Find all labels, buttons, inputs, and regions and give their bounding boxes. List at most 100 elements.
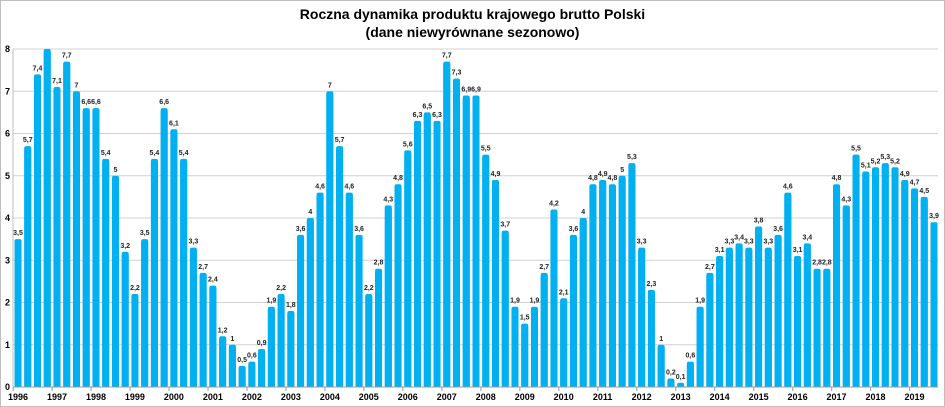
x-tick-label: 2011 [593, 392, 613, 402]
data-label: 1,2 [218, 327, 228, 334]
data-label: 3,9 [929, 213, 939, 220]
bar-body [180, 161, 188, 387]
x-tick-label: 2014 [710, 392, 730, 402]
data-label: 6,6 [159, 99, 169, 106]
data-label: 2,2 [276, 285, 286, 292]
bar-body [706, 275, 714, 387]
bar-body [833, 187, 841, 387]
data-label: 5,3 [880, 154, 890, 161]
x-tick-label: 2017 [827, 392, 847, 402]
bar-body [589, 187, 597, 387]
data-label: 1 [659, 336, 663, 343]
bar-body [560, 301, 568, 387]
bar-body [803, 246, 811, 387]
bar-body [872, 170, 880, 387]
bar-body [911, 191, 919, 387]
data-label: 3,7 [500, 222, 510, 229]
data-label: 7,1 [52, 78, 62, 85]
bar-body [521, 326, 529, 387]
data-label: 3,5 [13, 230, 23, 237]
bar-body [24, 149, 32, 387]
data-label: 7,7 [442, 53, 452, 60]
data-label: 2,3 [647, 281, 657, 288]
bar-body [453, 81, 461, 387]
bar-body [550, 212, 558, 387]
bar-body [53, 90, 61, 388]
data-label: 7,4 [33, 65, 43, 72]
data-label: 2,8 [812, 260, 822, 267]
y-tick-label: 2 [5, 298, 10, 308]
bar-body [121, 254, 129, 387]
bar-body [384, 208, 392, 387]
x-tick-label: 2012 [632, 392, 652, 402]
x-tick-label: 2010 [554, 392, 574, 402]
y-tick-label: 7 [5, 86, 10, 96]
data-label: 7 [75, 82, 79, 89]
x-tick-label: 2008 [476, 392, 496, 402]
bar-body [209, 288, 217, 387]
bar-body [667, 381, 675, 387]
data-label: 3,6 [296, 226, 306, 233]
data-label: 3,3 [637, 239, 647, 246]
bar-body [433, 123, 441, 387]
x-tick-label: 2004 [320, 392, 340, 402]
data-label: 5,7 [23, 137, 33, 144]
bar-body [82, 111, 90, 388]
bar-body [238, 368, 246, 387]
bar-body [794, 259, 802, 387]
bar-body [111, 178, 119, 387]
data-label: 5,4 [179, 150, 189, 157]
bar-body [472, 98, 480, 387]
bar-body [131, 297, 139, 387]
data-label: 4,9 [598, 171, 608, 178]
x-tick-label: 2001 [203, 392, 223, 402]
bar-body [842, 208, 850, 387]
bar-body [716, 259, 724, 387]
x-tick-label: 2019 [904, 392, 924, 402]
data-label: 4,6 [315, 184, 325, 191]
bar-body [394, 187, 402, 387]
data-label: 5,5 [851, 146, 861, 153]
bar-body [608, 187, 616, 387]
data-label: 1,8 [286, 302, 296, 309]
data-label: 0,9 [257, 340, 267, 347]
data-label: 6,9 [461, 86, 471, 93]
data-label: 5,4 [150, 150, 160, 157]
data-label: 3,6 [773, 226, 783, 233]
bar-body [569, 237, 577, 387]
bar-body [248, 364, 256, 387]
bar-body [375, 271, 383, 387]
data-label: 2,2 [130, 285, 140, 292]
data-label: 4,6 [344, 184, 354, 191]
bar-body [306, 221, 314, 387]
data-label: 1,5 [520, 315, 530, 322]
bar-body [745, 250, 753, 387]
data-label: 0,6 [686, 353, 696, 360]
data-label: 3,2 [120, 243, 130, 250]
bar-body [491, 182, 499, 387]
bar-body [862, 174, 870, 387]
data-label: 6,1 [169, 120, 179, 127]
data-label: 0,6 [247, 353, 257, 360]
data-label: 5 [113, 167, 117, 174]
data-label: 2,7 [198, 264, 208, 271]
bar-body [920, 199, 928, 387]
bar-body [774, 237, 782, 387]
bar-body [657, 347, 665, 387]
bar-body [638, 250, 646, 387]
bar-body [618, 178, 626, 387]
bar-body [228, 347, 236, 387]
bar-body [735, 246, 743, 387]
bar-body [725, 250, 733, 387]
bar-body [823, 271, 831, 387]
data-label: 4,7 [910, 179, 920, 186]
data-label: 2,8 [822, 260, 832, 267]
bar-body [511, 309, 519, 387]
bar-body [530, 309, 538, 387]
x-tick-label: 1997 [47, 392, 67, 402]
data-label: 1 [230, 336, 234, 343]
chart-title: Roczna dynamika produktu krajowego brutt… [299, 6, 646, 22]
y-tick-label: 3 [5, 255, 10, 265]
x-tick-label: 2003 [281, 392, 301, 402]
bar-body [784, 195, 792, 387]
